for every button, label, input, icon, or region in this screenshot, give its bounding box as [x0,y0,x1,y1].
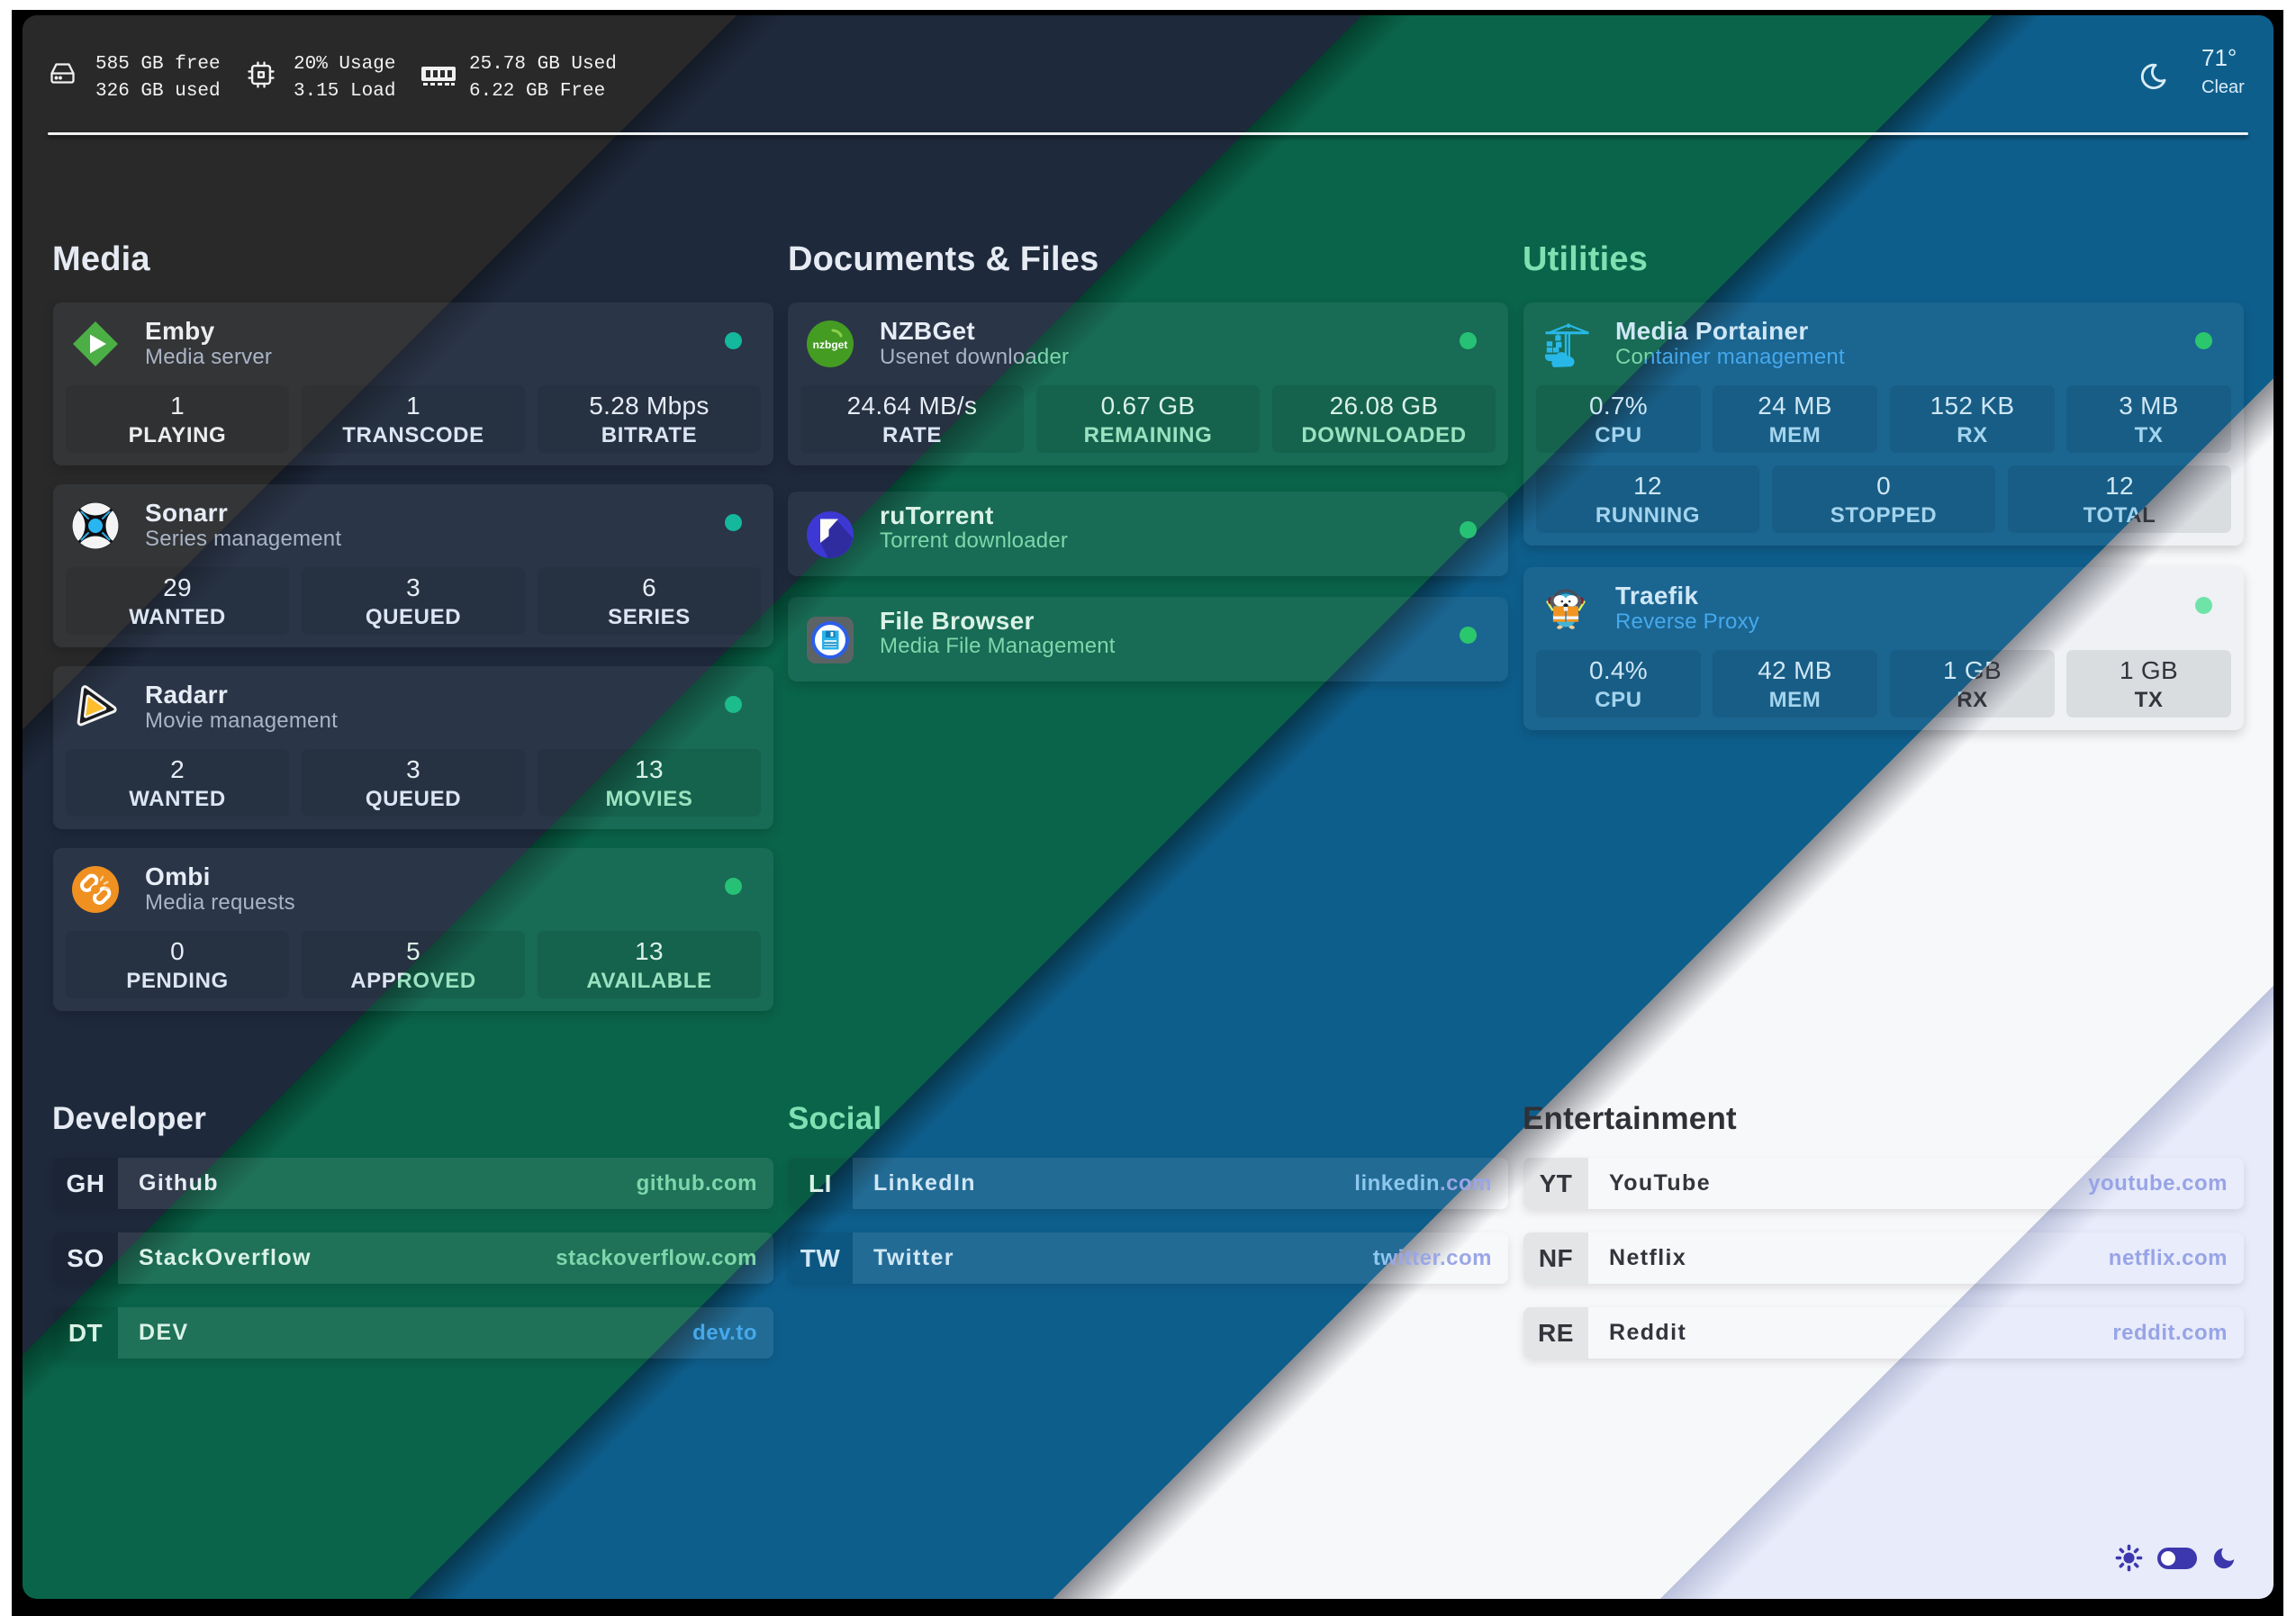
svg-text:nzbget: nzbget [813,339,848,351]
